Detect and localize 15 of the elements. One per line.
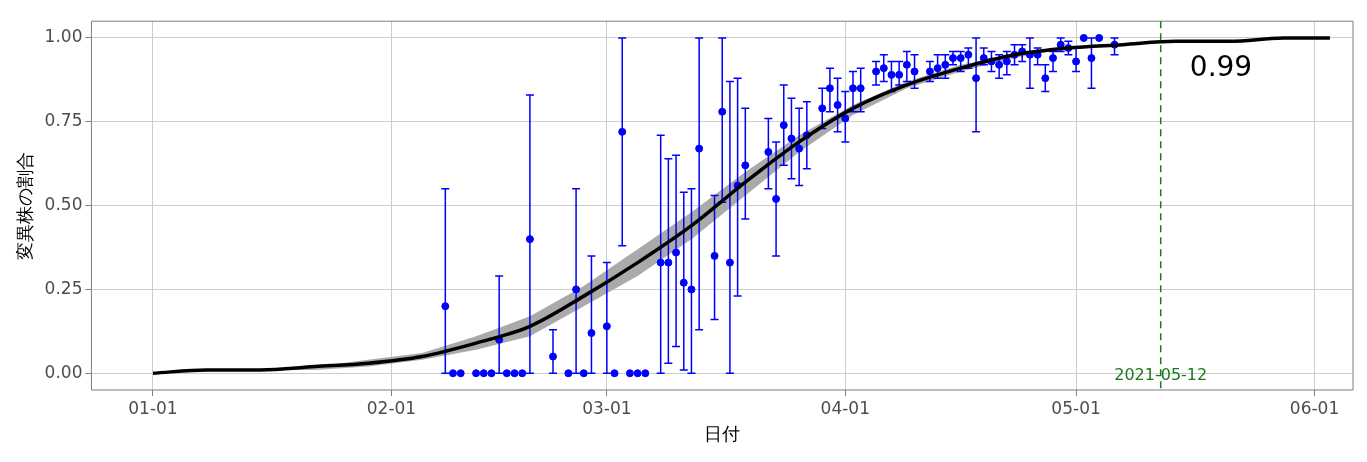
y-tick-label: 0.75 [44,110,83,131]
y-tick-label: 0.50 [44,194,83,215]
annotation: 0.99 [1189,50,1253,84]
y-axis-title: 変異株の割合 [14,151,36,260]
x-tick-label: 03-01 [582,397,632,418]
x-tick-label: 05-01 [1051,397,1101,418]
y-tick-label: 0.25 [44,277,83,298]
ref-line-label: 2021-05-12 [1114,365,1208,385]
x-tick-label: 02-01 [366,397,417,418]
x-tick-label: 06-01 [1289,397,1340,418]
x-axis-title: 日付 [704,422,741,444]
x-tick-label: 04-01 [820,397,871,418]
x-tick-label: 01-01 [128,397,178,418]
y-tick-label: 1.00 [44,26,83,47]
y-tick-label: 0.00 [44,361,83,382]
